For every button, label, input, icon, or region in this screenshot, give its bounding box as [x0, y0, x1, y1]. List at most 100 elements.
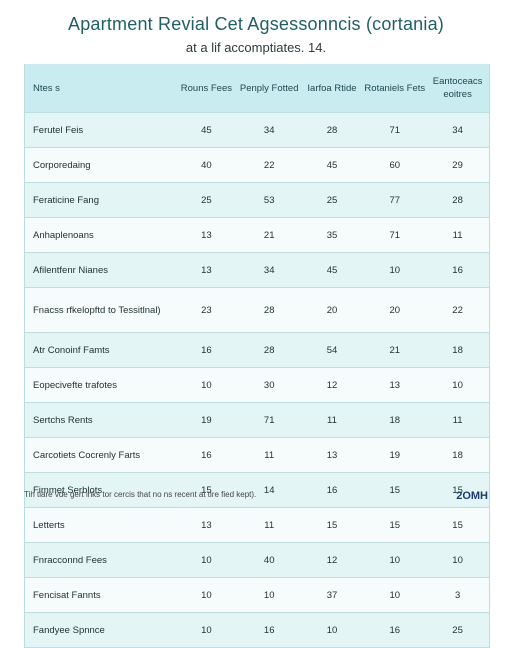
row-label-cell: Feraticine Fang — [33, 194, 100, 206]
brand-logo: 2OMH — [456, 490, 488, 502]
value-cell: 11 — [452, 414, 463, 426]
value-cell: 71 — [263, 414, 275, 426]
value-cell: 10 — [263, 589, 275, 601]
row-label-cell: Fnracconnd Fees — [33, 554, 107, 566]
table-row: Ferutel Feis 45 34 28 71 34 — [25, 113, 489, 148]
value-cell: 10 — [452, 379, 463, 391]
data-table: Ntes s Rouns Fees Penply Fotted Iarfoa R… — [24, 64, 490, 648]
row-label-cell: Fnacss rfkelopftd to Tessitlnal) — [33, 304, 161, 316]
row-label-cell: Fimmet Serblots — [33, 484, 103, 496]
table-row: Eopecivefte trafotes 10 30 12 13 10 — [25, 368, 489, 403]
value-cell: 20 — [389, 304, 401, 316]
row-label-cell: Fandyee Spnnce — [33, 624, 105, 636]
header-cell: Ntes s — [33, 82, 60, 94]
value-cell: 11 — [327, 414, 337, 426]
value-cell: 15 — [201, 484, 212, 496]
row-label-cell: Fencisat Fannts — [33, 589, 101, 601]
value-cell: 10 — [201, 554, 212, 566]
value-cell: 15 — [452, 519, 463, 531]
value-cell: 10 — [452, 554, 463, 566]
value-cell: 11 — [452, 229, 463, 241]
value-cell: 45 — [326, 264, 338, 276]
value-cell: 53 — [263, 194, 275, 206]
value-cell: 18 — [452, 344, 463, 356]
table-row: Fimmet Serblots 15 14 16 15 15 — [25, 473, 489, 508]
footnote: Tih tiare vde gert inks tor cercis that … — [24, 490, 257, 499]
value-cell: 29 — [452, 159, 463, 171]
value-cell: 28 — [326, 124, 338, 136]
value-cell: 22 — [263, 159, 275, 171]
table-row: Fencisat Fannts 10 10 37 10 3 — [25, 578, 489, 613]
page-subtitle: at a lif accomptiates. 14. — [185, 40, 327, 55]
value-cell: 19 — [201, 414, 212, 426]
header-cell: Rotaniels Fets — [364, 82, 426, 94]
value-cell: 19 — [389, 449, 401, 461]
row-label-cell: Eopecivefte trafotes — [33, 379, 117, 391]
value-cell: 16 — [389, 624, 401, 636]
table-row: Carcotiets Cocrenly Farts 16 11 13 19 18 — [25, 438, 489, 473]
value-cell: 15 — [452, 484, 463, 496]
value-cell: 11 — [264, 519, 275, 531]
row-label-cell: Atr Conoinf Famts — [33, 344, 110, 356]
value-cell: 22 — [452, 304, 463, 316]
value-cell: 10 — [326, 624, 338, 636]
value-cell: 12 — [326, 379, 338, 391]
header-cell: Eantoceacs eoitres — [432, 76, 483, 100]
value-cell: 10 — [389, 589, 401, 601]
value-cell: 71 — [389, 124, 401, 136]
value-cell: 37 — [326, 589, 338, 601]
value-cell: 34 — [263, 124, 275, 136]
table-row: Fandyee Spnnce 10 16 10 16 25 — [25, 613, 489, 648]
row-label-cell: Corporedaing — [33, 159, 91, 171]
value-cell: 28 — [452, 194, 463, 206]
header-cell: Rouns Fees — [180, 82, 233, 94]
table-row: Feraticine Fang 25 53 25 77 28 — [25, 183, 489, 218]
value-cell: 13 — [201, 519, 212, 531]
value-cell: 10 — [201, 589, 212, 601]
value-cell: 13 — [326, 449, 338, 461]
value-cell: 40 — [201, 159, 212, 171]
value-cell: 77 — [389, 194, 401, 206]
value-cell: 28 — [263, 304, 275, 316]
value-cell: 10 — [201, 379, 212, 391]
row-label-cell: Anhaplenoans — [33, 229, 94, 241]
value-cell: 45 — [326, 159, 338, 171]
value-cell: 21 — [389, 344, 401, 356]
value-cell: 21 — [263, 229, 275, 241]
row-label-cell: Letterts — [33, 519, 65, 531]
table-row: Sertchs Rents 19 71 11 18 11 — [25, 403, 489, 438]
table-row: Atr Conoinf Famts 16 28 54 21 18 — [25, 333, 489, 368]
value-cell: 18 — [389, 414, 401, 426]
value-cell: 10 — [201, 624, 212, 636]
value-cell: 13 — [201, 264, 212, 276]
value-cell: 13 — [201, 229, 212, 241]
table-header-row: Ntes s Rouns Fees Penply Fotted Iarfoa R… — [25, 64, 489, 113]
row-label-cell: Sertchs Rents — [33, 414, 93, 426]
value-cell: 16 — [201, 449, 212, 461]
table-row: Fnracconnd Fees 10 40 12 10 10 — [25, 543, 489, 578]
row-label-cell: Carcotiets Cocrenly Farts — [33, 449, 141, 461]
value-cell: 15 — [389, 484, 401, 496]
value-cell: 15 — [389, 519, 401, 531]
table-row: Letterts 13 11 15 15 15 — [25, 508, 489, 543]
value-cell: 12 — [326, 554, 338, 566]
value-cell: 16 — [201, 344, 212, 356]
value-cell: 30 — [263, 379, 275, 391]
value-cell: 14 — [263, 484, 275, 496]
value-cell: 15 — [326, 519, 338, 531]
header-cell: Penply Fotted — [239, 82, 299, 94]
value-cell: 71 — [389, 229, 401, 241]
table-row: Corporedaing 40 22 45 60 29 — [25, 148, 489, 183]
value-cell: 11 — [264, 449, 275, 461]
value-cell: 25 — [326, 194, 338, 206]
value-cell: 16 — [452, 264, 463, 276]
value-cell: 25 — [452, 624, 463, 636]
value-cell: 13 — [389, 379, 401, 391]
value-cell: 60 — [389, 159, 401, 171]
value-cell: 54 — [326, 344, 338, 356]
value-cell: 45 — [201, 124, 212, 136]
value-cell: 20 — [326, 304, 338, 316]
value-cell: 40 — [263, 554, 275, 566]
value-cell: 28 — [263, 344, 275, 356]
row-label-cell: Afilentfenr Nianes — [33, 264, 108, 276]
